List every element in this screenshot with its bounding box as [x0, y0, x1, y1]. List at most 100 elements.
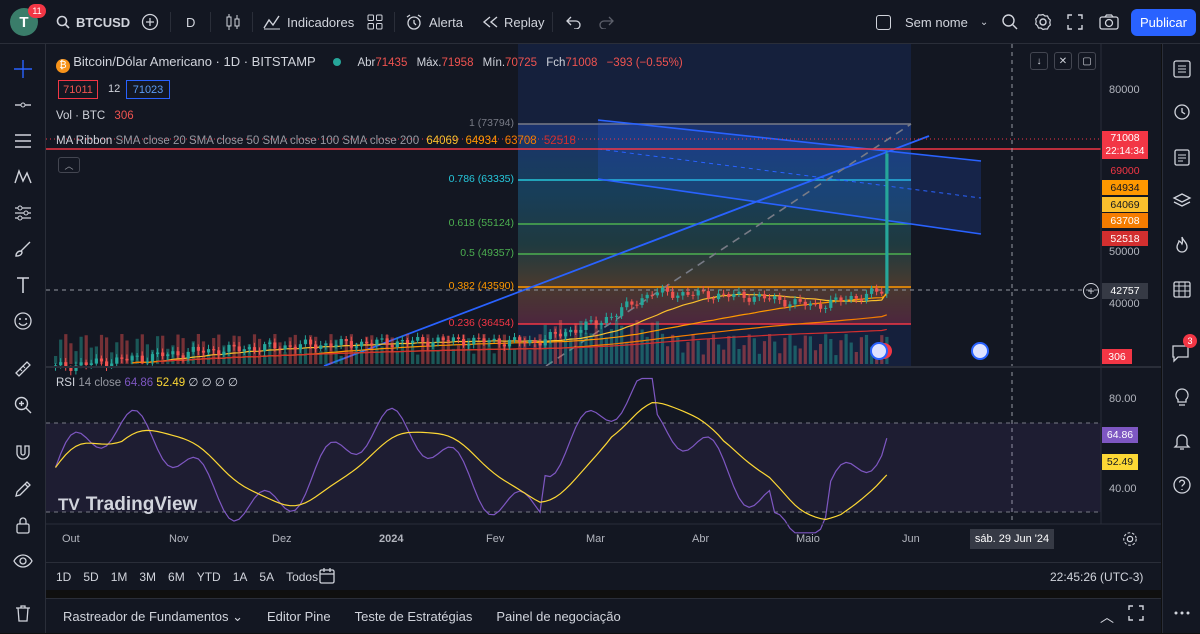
visibility-tool[interactable]: [10, 548, 36, 574]
candle-body: [171, 351, 175, 355]
brush-tool[interactable]: [10, 236, 36, 262]
candle-body: [467, 344, 471, 346]
maximize-panel-button[interactable]: [1128, 605, 1144, 624]
redo-button[interactable]: [598, 0, 614, 44]
buy-button[interactable]: 71023: [126, 80, 170, 99]
alert-button[interactable]: Alerta: [405, 0, 463, 44]
volume-bar: [309, 335, 313, 364]
maximize-pane-button[interactable]: ▢: [1078, 52, 1096, 70]
add-alert-plus-icon[interactable]: +: [1083, 283, 1099, 299]
panel-tab[interactable]: Rastreador de Fundamentos ⌄: [63, 608, 243, 624]
goto-date-button[interactable]: [318, 567, 336, 588]
projection-dashed-line[interactable]: [545, 123, 912, 367]
range-button-1m[interactable]: 1M: [110, 570, 128, 584]
icons-tool[interactable]: [10, 308, 36, 334]
economic-event-icon[interactable]: [971, 342, 989, 360]
notifications-button[interactable]: [1169, 428, 1195, 454]
range-button-todos[interactable]: Todos: [286, 570, 319, 584]
range-button-1d[interactable]: 1D: [56, 570, 72, 584]
candle-body: [599, 323, 603, 325]
help-button[interactable]: [1169, 472, 1195, 498]
zoom-in-icon: [14, 396, 32, 414]
range-button-6m[interactable]: 6M: [168, 570, 185, 584]
snapshot-button[interactable]: [1099, 0, 1119, 44]
range-button-5a[interactable]: 5A: [259, 570, 275, 584]
candle-body: [145, 361, 149, 363]
pattern-tool[interactable]: [10, 164, 36, 190]
interval-button[interactable]: D: [186, 14, 196, 30]
indicators-button[interactable]: Indicadores: [263, 0, 354, 44]
trend-line-tool[interactable]: [10, 92, 36, 118]
alerts-panel-button[interactable]: [1169, 98, 1195, 124]
ma-ribbon-legend[interactable]: MA Ribbon SMA close 20 SMA close 50 SMA …: [56, 135, 576, 147]
lock-tool[interactable]: [10, 512, 36, 538]
channel-top-line[interactable]: [597, 119, 982, 162]
volume-bar: [584, 332, 588, 364]
range-button-ytd[interactable]: YTD: [196, 570, 221, 584]
move-pane-down-button[interactable]: ↓: [1030, 52, 1048, 70]
ideas-button[interactable]: [1169, 384, 1195, 410]
panel-tab[interactable]: Editor Pine: [267, 609, 331, 624]
sell-button[interactable]: 71011: [58, 80, 98, 99]
magnet-tool[interactable]: [10, 440, 36, 466]
watchlist-button[interactable]: [1169, 56, 1195, 82]
templates-button[interactable]: [367, 0, 383, 44]
volume-bar: [579, 320, 583, 364]
rsi-legend[interactable]: RSI 14 close 64.86 52.49 ∅ ∅ ∅ ∅: [56, 375, 238, 389]
undo-button[interactable]: [566, 0, 582, 44]
collapse-pane-button[interactable]: ✕: [1054, 52, 1072, 70]
candle-body: [589, 320, 593, 322]
replay-button[interactable]: Replay: [482, 0, 544, 44]
candle-body: [309, 339, 313, 345]
hotlists-button[interactable]: [1169, 232, 1195, 258]
symbol-search-button[interactable]: BTCUSD: [56, 0, 130, 44]
candle-body: [74, 365, 78, 371]
panel-tab[interactable]: Teste de Estratégias: [354, 609, 473, 624]
layers-button[interactable]: [1169, 188, 1195, 214]
fullscreen-button[interactable]: [1067, 0, 1083, 44]
more-button[interactable]: [1169, 600, 1195, 626]
ruler-icon: [15, 361, 31, 377]
volume-bar: [824, 334, 828, 364]
chart-canvas[interactable]: [46, 44, 1161, 562]
crosshair-tool[interactable]: [10, 56, 36, 82]
symbol-legend[interactable]: ₿ Bitcoin/Dólar Americano · 1D · BITSTAM…: [56, 54, 683, 73]
layout-button[interactable]: Sem nome ⌄: [876, 0, 988, 44]
range-button-3m[interactable]: 3M: [139, 570, 157, 584]
volume-bar: [706, 338, 710, 364]
chart-area[interactable]: ₿ Bitcoin/Dólar Americano · 1D · BITSTAM…: [46, 44, 1161, 562]
quick-search-button[interactable]: [1001, 0, 1019, 44]
calendar-icon: [319, 568, 335, 584]
text-tool[interactable]: [10, 272, 36, 298]
delete-tool[interactable]: [10, 600, 36, 626]
expand-panel-button[interactable]: ︿: [1100, 607, 1114, 627]
volume-bar: [431, 344, 435, 364]
timezone-clock[interactable]: 22:45:26 (UTC-3): [1050, 570, 1144, 584]
calendar-button[interactable]: [1169, 276, 1195, 302]
fib-tool[interactable]: [10, 128, 36, 154]
axis-settings-button[interactable]: [1122, 531, 1138, 552]
channel-bottom-line[interactable]: [597, 178, 982, 235]
settings-button[interactable]: [1034, 0, 1052, 44]
crosshair-time-tag: sáb. 29 Jun '24: [970, 529, 1054, 549]
candle-body: [156, 352, 160, 355]
measure-tool[interactable]: [10, 356, 36, 382]
range-button-1a[interactable]: 1A: [232, 570, 248, 584]
publish-button[interactable]: Publicar: [1131, 9, 1196, 36]
trend-line[interactable]: [323, 135, 930, 367]
volume-legend[interactable]: Vol · BTC 306: [56, 110, 134, 122]
compare-button[interactable]: [141, 0, 159, 44]
prediction-tool[interactable]: [10, 200, 36, 226]
zoom-tool[interactable]: [10, 392, 36, 418]
chart-type-button[interactable]: [225, 0, 241, 44]
panel-tab[interactable]: Painel de negociação: [496, 609, 621, 624]
collapse-legend-button[interactable]: ︿: [58, 157, 80, 173]
volume-bar: [416, 354, 420, 364]
range-button-5d[interactable]: 5D: [83, 570, 99, 584]
economic-event-icon[interactable]: [870, 342, 888, 360]
data-window-button[interactable]: [1169, 144, 1195, 170]
draw-mode-tool[interactable]: [10, 476, 36, 502]
bottom-panel-tabs: Rastreador de Fundamentos ⌄ Editor Pine Te…: [46, 598, 1161, 633]
low-label: Mín.: [482, 57, 506, 69]
candle-body: [824, 307, 828, 309]
